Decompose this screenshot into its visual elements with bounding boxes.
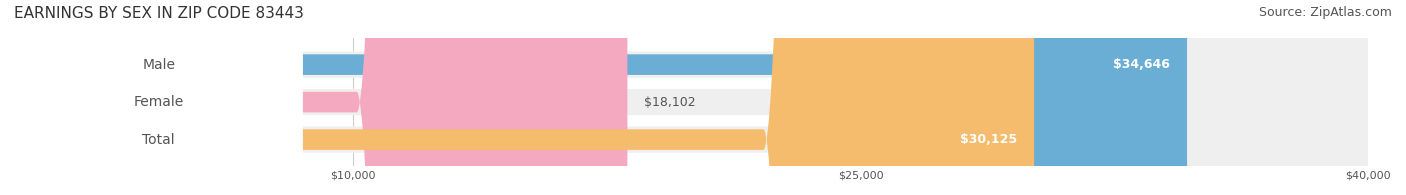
FancyBboxPatch shape [15,0,627,195]
Text: $30,125: $30,125 [960,133,1017,146]
Text: Female: Female [134,95,184,109]
FancyBboxPatch shape [15,0,302,195]
FancyBboxPatch shape [15,0,1368,195]
Text: $18,102: $18,102 [644,96,696,109]
Text: Source: ZipAtlas.com: Source: ZipAtlas.com [1258,6,1392,19]
Text: Total: Total [142,133,176,147]
Text: Male: Male [142,58,176,72]
FancyBboxPatch shape [15,0,1035,195]
FancyBboxPatch shape [15,0,1187,195]
FancyBboxPatch shape [15,0,302,195]
FancyBboxPatch shape [15,0,1368,195]
Text: EARNINGS BY SEX IN ZIP CODE 83443: EARNINGS BY SEX IN ZIP CODE 83443 [14,6,304,21]
FancyBboxPatch shape [15,0,302,195]
Text: $34,646: $34,646 [1114,58,1170,71]
FancyBboxPatch shape [15,0,1368,195]
